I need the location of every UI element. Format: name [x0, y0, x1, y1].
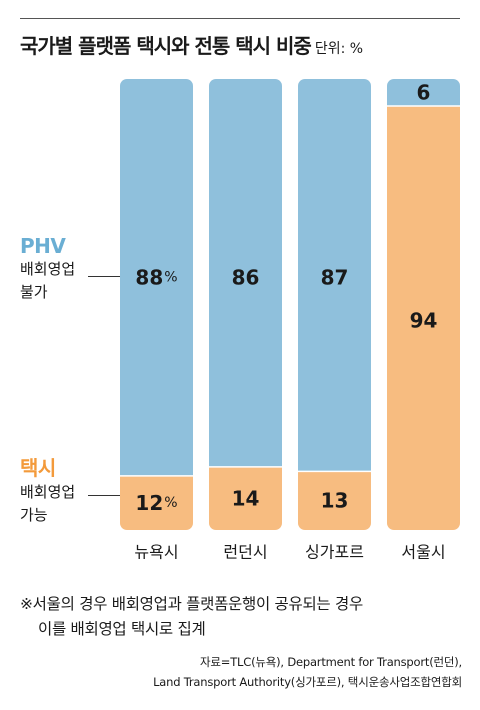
label-phv: 86	[232, 265, 260, 289]
source-line-1: 자료=TLC(뉴욕), Department for Transport(런던)…	[200, 655, 462, 669]
source-line-2: Land Transport Authority(싱가포르), 택시운송사업조합…	[153, 675, 462, 689]
bar-phv	[387, 79, 460, 107]
legend-phv-desc: 배회영업 불가	[20, 260, 76, 301]
label-taxi: 94	[410, 308, 438, 332]
category-label: 싱가포르	[305, 543, 364, 562]
footnote-line-2: 이를 배회영업 택시로 집계	[38, 620, 206, 638]
footnote-line-1: ※서울의 경우 배회영업과 플랫폼운행이 공유되는 경우	[20, 595, 363, 613]
category-label: 런던시	[223, 543, 267, 562]
source-credit: 자료=TLC(뉴욕), Department for Transport(런던)…	[22, 652, 462, 692]
label-taxi: 14	[232, 486, 260, 510]
bar-phv	[298, 79, 371, 472]
legend-taxi-name: 택시	[20, 456, 56, 480]
legend-phv: PHV 배회영업 불가	[20, 234, 90, 304]
top-rule	[20, 18, 460, 19]
legend-phv-name: PHV	[20, 234, 66, 258]
bar-phv	[209, 79, 282, 467]
legend-phv-connector	[88, 276, 120, 277]
legend-taxi-connector	[88, 495, 120, 496]
category-label: 뉴욕시	[134, 543, 178, 562]
label-phv: 88%	[135, 265, 177, 289]
bar-group-4: 6 94 서울시	[387, 79, 460, 562]
bar-group-3: 87 13 싱가포르	[298, 79, 371, 562]
footnote: ※서울의 경우 배회영업과 플랫폼운행이 공유되는 경우 이를 배회영업 택시로…	[20, 592, 465, 642]
bar-taxi	[209, 466, 282, 530]
stacked-bar-chart: 88% 12% 뉴욕시 86 14 런던시 87 13 싱가포르 6 94 서울시	[120, 79, 460, 562]
bar-taxi	[120, 475, 193, 530]
unit-label: 단위: %	[314, 41, 364, 57]
label-taxi: 12%	[135, 491, 177, 515]
bar-taxi	[298, 471, 371, 530]
label-taxi: 13	[321, 489, 349, 513]
category-label: 서울시	[401, 543, 445, 562]
label-phv: 87	[321, 265, 349, 289]
legend-taxi: 택시 배회영업 가능	[20, 452, 90, 527]
bar-taxi	[387, 106, 460, 530]
bar-phv	[120, 79, 193, 476]
legend-taxi-desc: 배회영업 가능	[20, 483, 76, 524]
label-phv: 6	[417, 81, 431, 105]
bar-group-1: 88% 12% 뉴욕시	[120, 79, 193, 562]
title-text: 국가별 플랫폼 택시와 전통 택시 비중	[20, 34, 312, 58]
bar-group-2: 86 14 런던시	[209, 79, 282, 562]
chart-title: 국가별 플랫폼 택시와 전통 택시 비중 단위: %	[20, 30, 363, 59]
